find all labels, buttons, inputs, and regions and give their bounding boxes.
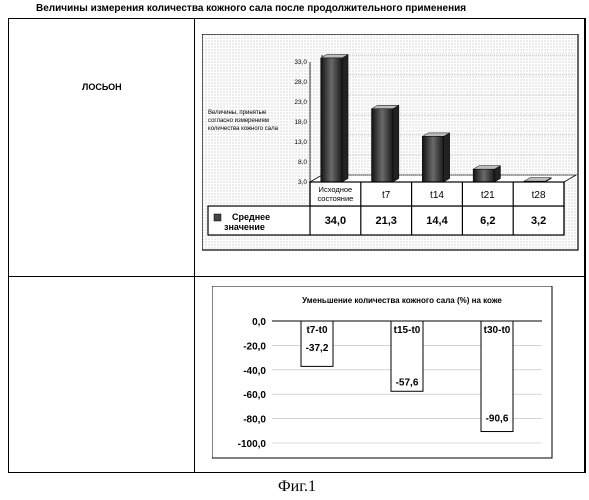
y-tick-label: -20,0 [243, 341, 266, 352]
table-column-divider [194, 19, 195, 472]
sebum-measurement-chart: 3,08,013,018,023,028,033,0 Величины, при… [202, 34, 582, 256]
y-tick-label: 8,0 [298, 159, 307, 166]
category-label: t21 [481, 190, 495, 201]
y-tick-label: 18,0 [294, 119, 307, 126]
table-value: 34,0 [325, 215, 346, 227]
table-value: 14,4 [426, 215, 448, 227]
legend-swatch [214, 214, 221, 221]
category-label: состояние [317, 194, 353, 203]
legend-label: значение [224, 222, 265, 232]
figure-caption: Фиг.1 [278, 478, 316, 496]
category-label: t15-t0 [394, 325, 421, 336]
y-tick-label: 0,0 [252, 317, 266, 328]
category-label: t28 [532, 190, 546, 201]
y-tick-label: 23,0 [294, 99, 307, 106]
category-label: t30-t0 [484, 325, 511, 336]
y-tick-label: 33,0 [294, 59, 307, 66]
y-tick-label: 3,0 [298, 179, 307, 186]
table-value: 21,3 [375, 215, 396, 227]
y-tick-label: 28,0 [294, 79, 307, 86]
y-tick-label: -40,0 [243, 366, 266, 377]
bar [473, 166, 500, 182]
value-label: -90,6 [486, 414, 509, 425]
y-tick-label: -80,0 [243, 415, 266, 426]
bar [422, 133, 449, 182]
bar: t15-t0 -57,6 [391, 321, 423, 391]
page-title: Величины измерения количества кожного са… [36, 3, 466, 14]
bar [321, 55, 348, 183]
y-tick-label: -60,0 [243, 390, 266, 401]
value-label: -57,6 [396, 377, 419, 388]
y-tick-label: -100,0 [238, 439, 267, 450]
bar: t7-t0 -37,2 [301, 321, 333, 366]
category-label: t14 [430, 190, 444, 201]
sebum-reduction-chart: Уменьшение количества кожного сала (%) н… [212, 286, 556, 462]
table-value: 6,2 [480, 215, 495, 227]
category-label: t7 [382, 190, 391, 201]
category-label: Исходное [319, 185, 353, 194]
row-label: ЛОСЬОН [82, 82, 122, 92]
table-row-divider [9, 276, 585, 277]
bar [372, 105, 399, 182]
table-value: 3,2 [531, 215, 546, 227]
legend-label: Среднее [232, 212, 270, 222]
bar: t30-t0 -90,6 [481, 321, 513, 432]
category-label: t7-t0 [306, 325, 328, 336]
y-tick-label: 13,0 [294, 139, 307, 146]
chart-title: Уменьшение количества кожного сала (%) н… [302, 296, 502, 305]
value-label: -37,2 [306, 343, 329, 354]
